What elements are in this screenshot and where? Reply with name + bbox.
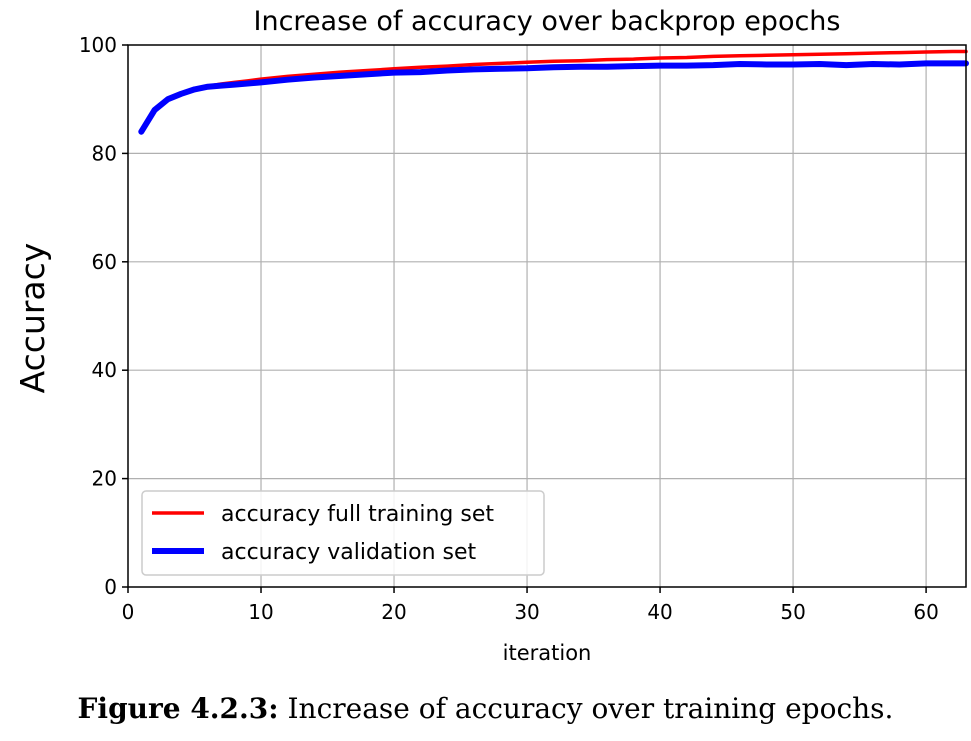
caption-text: Increase of accuracy over training epoch…	[278, 692, 894, 725]
x-tick-label: 20	[381, 600, 406, 624]
x-tick-label: 40	[647, 600, 672, 624]
caption-label: Figure 4.2.3:	[77, 692, 279, 725]
x-tick-label: 0	[122, 600, 135, 624]
x-tick-label: 50	[780, 600, 805, 624]
x-tick-label: 30	[514, 600, 539, 624]
series-line-validation	[138, 60, 969, 135]
x-tick-label: 10	[248, 600, 273, 624]
y-tick-label: 60	[92, 250, 117, 274]
series-lines	[138, 49, 969, 135]
y-tick-label: 80	[92, 141, 117, 165]
legend: accuracy full training set accuracy vali…	[141, 490, 545, 576]
y-axis-label: Accuracy	[13, 243, 52, 394]
x-axis-label: iteration	[503, 641, 592, 665]
x-tick-label: 60	[913, 600, 938, 624]
y-tick-label: 100	[79, 33, 117, 57]
plot-frame	[127, 44, 967, 588]
y-tick-label: 0	[104, 575, 117, 599]
chart-title: Increase of accuracy over backprop epoch…	[254, 6, 841, 37]
legend-label-training: accuracy full training set	[221, 502, 494, 527]
figure-caption: Figure 4.2.3: Increase of accuracy over …	[0, 692, 971, 725]
legend-box	[141, 490, 545, 576]
axis-ticks: 0 10 20 30 40 50 60 0 20 40 60 80 100	[79, 33, 939, 624]
y-tick-label: 40	[92, 358, 117, 382]
legend-label-validation: accuracy validation set	[221, 540, 477, 565]
grid	[128, 45, 966, 587]
y-tick-label: 20	[92, 467, 117, 491]
